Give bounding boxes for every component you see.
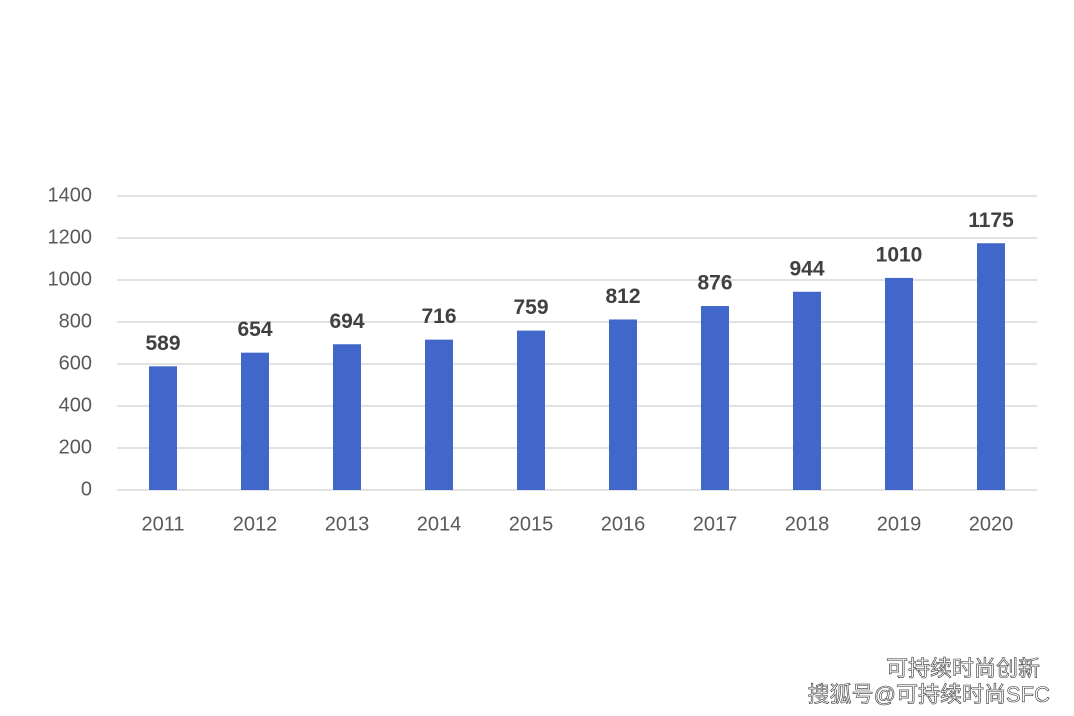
- y-tick-label: 1200: [48, 226, 93, 248]
- data-label: 694: [329, 310, 364, 333]
- x-tick-label: 2012: [233, 513, 278, 535]
- y-tick-label: 1400: [48, 184, 93, 206]
- data-label: 654: [237, 318, 272, 341]
- x-tick-label: 2016: [601, 513, 646, 535]
- x-tick-label: 2015: [509, 513, 554, 535]
- bar: [793, 291, 821, 490]
- x-tick-label: 2019: [877, 513, 922, 535]
- bar: [701, 306, 729, 490]
- x-tick-label: 2011: [141, 513, 184, 535]
- bar: [241, 352, 269, 490]
- x-tick-label: 2020: [969, 513, 1014, 535]
- data-label: 812: [605, 285, 640, 308]
- bar: [609, 319, 637, 490]
- bar: [333, 344, 361, 490]
- data-label: 1010: [876, 243, 923, 266]
- y-tick-label: 200: [59, 436, 92, 458]
- data-label: 1175: [968, 209, 1014, 232]
- y-tick-label: 400: [59, 394, 92, 416]
- y-tick-label: 800: [59, 310, 92, 332]
- bar: [425, 339, 453, 490]
- x-tick-label: 2017: [693, 513, 738, 535]
- data-label: 944: [789, 257, 824, 280]
- data-label: 589: [145, 332, 180, 355]
- y-tick-label: 600: [59, 352, 92, 374]
- bar: [885, 277, 913, 490]
- watermark: 可持续时尚创新: [886, 656, 1040, 681]
- bar: [977, 243, 1005, 490]
- x-tick-label: 2014: [417, 513, 462, 535]
- data-label: 759: [513, 296, 548, 319]
- y-tick-label: 0: [81, 478, 92, 500]
- bar: [517, 330, 545, 490]
- x-tick-label: 2018: [785, 513, 830, 535]
- watermark: 搜狐号@可持续时尚SFC: [808, 682, 1050, 707]
- x-tick-label: 2013: [325, 513, 370, 535]
- data-label: 716: [421, 305, 456, 328]
- bar: [149, 366, 177, 490]
- y-tick-label: 1000: [48, 268, 93, 290]
- data-label: 876: [697, 272, 732, 295]
